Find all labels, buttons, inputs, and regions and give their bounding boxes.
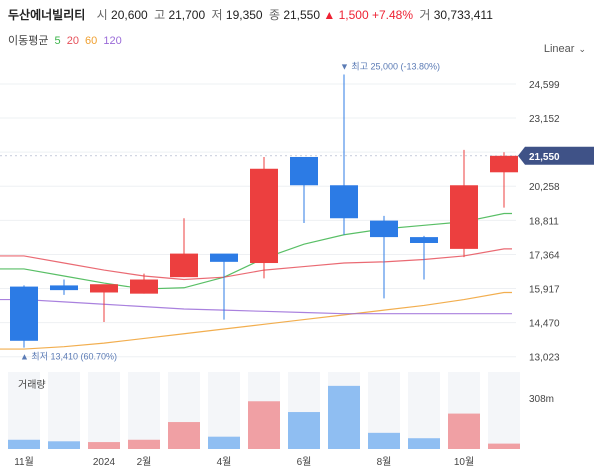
volume-bar [448, 413, 480, 449]
candle[interactable] [410, 235, 438, 280]
candlesticks [10, 74, 518, 348]
x-tick-label: 2024 [93, 457, 116, 468]
candle[interactable] [210, 253, 238, 320]
scale-dropdown[interactable]: Linear ⌄ [544, 43, 586, 55]
volume-panel: 거래량 308m [8, 372, 554, 449]
candle[interactable] [10, 285, 38, 348]
candle[interactable] [50, 279, 78, 295]
candle[interactable] [490, 152, 518, 208]
volume-bar [248, 401, 280, 449]
candle-body [370, 220, 398, 238]
ma-120: 120 [103, 35, 122, 47]
x-axis: 11월 2024 2월 4월 6월 8월 10월 [14, 456, 474, 468]
x-tick-label: 2월 [137, 456, 152, 468]
current-price-label: 21,550 [529, 152, 560, 163]
volume-bar [128, 439, 160, 449]
candle[interactable] [370, 215, 398, 299]
volume-bar [288, 412, 320, 449]
x-tick-label: 6월 [297, 456, 312, 468]
volume-label: 거 [419, 8, 431, 22]
volume-bar [88, 442, 120, 449]
candle-body [130, 279, 158, 294]
x-tick-label: 10월 [454, 456, 474, 468]
volume-value: 30,733,411 [433, 8, 493, 22]
volume-slot [208, 372, 240, 449]
close-label: 종 [268, 8, 280, 22]
candle[interactable] [130, 273, 158, 294]
y-tick-label: 18,811 [529, 216, 559, 227]
y-tick-label: 20,258 [529, 182, 560, 193]
candle-body [170, 253, 198, 278]
volume-bar [208, 436, 240, 449]
price-annotation: ▼ 최고 25,000 (-13.80%) [340, 61, 440, 71]
low-value: 19,350 [225, 8, 263, 22]
x-tick-label: 4월 [217, 456, 232, 468]
scale-label: Linear [543, 43, 575, 55]
candle-body [410, 237, 438, 243]
stock-name: 두산에너빌리티 [8, 8, 86, 22]
volume-bar [328, 385, 360, 449]
low-label: 저 [211, 8, 223, 22]
candle-body [10, 286, 38, 341]
x-tick-label: 11월 [14, 456, 34, 468]
grid-lines [0, 83, 516, 358]
ma-line-60 [0, 291, 512, 350]
candle-body [450, 185, 478, 249]
open-label: 시 [96, 8, 108, 22]
volume-bar [48, 441, 80, 449]
candle-body [490, 155, 518, 173]
y-tick-label: 15,917 [529, 285, 560, 296]
candle-body [330, 185, 358, 219]
volume-bar [8, 439, 40, 449]
price-header: 두산에너빌리티 시 20,600 고 21,700 저 19,350 종 21,… [8, 6, 493, 23]
y-tick-label: 23,152 [529, 114, 560, 125]
price-annotation: ▲ 최저 13,410 (60.70%) [20, 352, 117, 362]
annotations: ▼ 최고 25,000 (-13.80%) ▲ 최저 13,410 (60.70%… [20, 61, 440, 361]
volume-slot [488, 372, 520, 449]
volume-bar [408, 438, 440, 449]
volume-axis-label: 308m [529, 394, 554, 405]
y-axis: 24,59923,15221,70520,25818,81117,36415,9… [0, 80, 594, 364]
volume-slot [48, 372, 80, 449]
current-price-tag [518, 146, 594, 165]
candle[interactable] [90, 284, 118, 322]
high-label: 고 [154, 8, 166, 22]
y-tick-label: 24,599 [529, 80, 560, 91]
volume-slot [8, 372, 40, 449]
volume-slot [128, 372, 160, 449]
volume-bar [168, 422, 200, 449]
candle[interactable] [450, 149, 478, 258]
ma-60: 60 [85, 35, 98, 47]
chevron-down-icon: ⌄ [578, 44, 586, 54]
volume-bar [368, 432, 400, 449]
candle-body [250, 168, 278, 264]
moving-average-label: 이동평균 [8, 35, 49, 47]
volume-slot [408, 372, 440, 449]
candle[interactable] [290, 156, 318, 223]
candle[interactable] [250, 156, 278, 279]
price-change: ▲ 1,500 +7.48% [323, 8, 413, 22]
y-tick-label: 14,470 [529, 319, 560, 330]
candle-body [90, 284, 118, 293]
volume-slot [88, 372, 120, 449]
moving-average-legend[interactable]: 이동평균 5 20 60 120 [8, 32, 125, 48]
candle[interactable] [330, 74, 358, 235]
ma-5: 5 [54, 35, 61, 47]
candle[interactable] [170, 218, 198, 278]
x-tick-label: 8월 [377, 456, 392, 468]
close-value: 21,550 [283, 8, 321, 22]
volume-panel-label: 거래량 [18, 379, 46, 391]
ma-20: 20 [66, 35, 79, 47]
candle-body [290, 156, 318, 186]
volume-bar [488, 443, 520, 449]
y-tick-label: 17,364 [529, 250, 560, 261]
candle-body [210, 253, 238, 262]
y-tick-label: 13,023 [529, 353, 560, 364]
open-value: 20,600 [111, 8, 148, 22]
ma-line-120 [0, 298, 512, 315]
candle-body [50, 285, 78, 291]
high-value: 21,700 [168, 8, 206, 22]
